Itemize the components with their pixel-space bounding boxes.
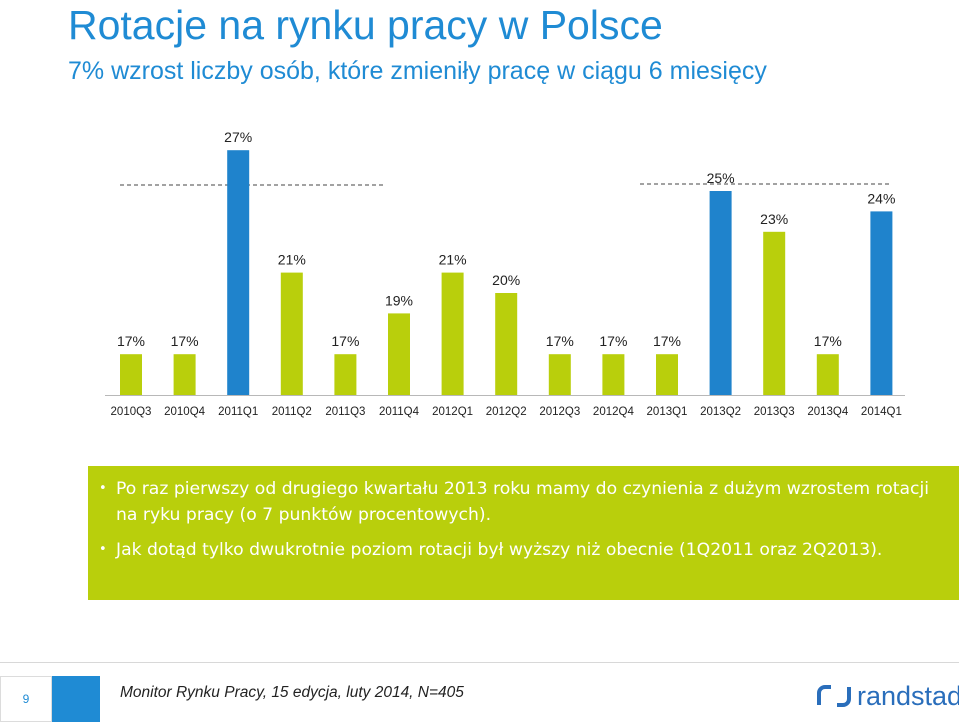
summary-callout: • Po raz pierwszy od drugiego kwartału 20… <box>88 466 959 600</box>
callout-bullet-text: Po raz pierwszy od drugiego kwartału 201… <box>116 479 930 525</box>
value-label-2011Q3: 17% <box>331 333 359 349</box>
value-label-2012Q1: 21% <box>439 252 467 268</box>
category-label-2011Q2: 2011Q2 <box>272 406 312 418</box>
bar-2013Q2 <box>709 191 732 395</box>
value-label-2013Q3: 23% <box>760 211 788 227</box>
value-label-2010Q3: 17% <box>117 333 145 349</box>
value-label-2012Q3: 17% <box>546 333 574 349</box>
callout-bullet: • Po raz pierwszy od drugiego kwartału 20… <box>99 479 930 525</box>
category-label-2010Q4: 2010Q4 <box>164 406 206 418</box>
value-label-2011Q1: 27% <box>224 129 252 145</box>
category-label-2011Q1: 2011Q1 <box>218 406 258 418</box>
category-label-2013Q1: 2013Q1 <box>647 406 688 418</box>
value-label-2011Q2: 21% <box>278 252 306 268</box>
bar-2010Q4 <box>173 354 196 395</box>
footer-accent-strip <box>52 676 100 722</box>
value-label-2013Q4: 17% <box>814 333 842 349</box>
value-label-2013Q2: 25% <box>707 170 735 186</box>
value-label-2010Q4: 17% <box>171 333 199 349</box>
randstad-logo: randstad <box>817 676 959 716</box>
category-label-2012Q1: 2012Q1 <box>432 406 473 418</box>
category-label-2010Q3: 2010Q3 <box>111 406 152 418</box>
bar-chart: 17% 17% 27% 21% 17% 19% 21% 20% 17% 17% 17% 25% 23% 1… <box>105 129 905 418</box>
callout-bullet-text: Jak dotąd tylko dwukrotnie poziom rotacj… <box>116 540 883 560</box>
footer-divider <box>0 662 959 663</box>
bar-2011Q1 <box>227 150 250 395</box>
category-label-2013Q2: 2013Q2 <box>700 406 741 418</box>
bar-2013Q3 <box>763 231 786 395</box>
randstad-logo-icon <box>817 685 851 707</box>
value-label-2014Q1: 24% <box>867 190 895 206</box>
bar-2012Q2 <box>495 293 518 395</box>
bar-2013Q4 <box>816 354 839 395</box>
value-label-2011Q4: 19% <box>385 292 413 308</box>
bar-2011Q2 <box>280 272 303 395</box>
category-label-2012Q3: 2012Q3 <box>539 406 580 418</box>
value-label-2013Q1: 17% <box>653 333 681 349</box>
value-label-2012Q2: 20% <box>492 272 520 288</box>
source-note: Monitor Rynku Pracy, 15 edycja, luty 201… <box>120 684 464 701</box>
bar-2014Q1 <box>870 211 893 395</box>
category-label-2012Q2: 2012Q2 <box>486 406 527 418</box>
category-label-2011Q4: 2011Q4 <box>379 406 420 418</box>
category-label-2014Q1: 2014Q1 <box>861 406 902 418</box>
callout-bullet: • Jak dotąd tylko dwukrotnie poziom rotac… <box>99 540 883 560</box>
value-label-2012Q4: 17% <box>599 333 627 349</box>
page-number: 9 <box>0 676 52 722</box>
bar-2011Q4 <box>388 313 410 395</box>
category-label-2013Q3: 2013Q3 <box>754 406 795 418</box>
category-label-2013Q4: 2013Q4 <box>807 406 849 418</box>
bar-2012Q4 <box>602 354 625 395</box>
slide-title: Rotacje na rynku pracy w Polsce <box>68 2 663 48</box>
bar-2012Q3 <box>548 354 571 395</box>
category-label-2011Q3: 2011Q3 <box>325 406 365 418</box>
bar-2012Q1 <box>441 272 464 395</box>
logo-text: randstad <box>857 680 959 711</box>
bar-2010Q3 <box>120 354 142 395</box>
slide-subtitle: 7% wzrost liczby osób, które zmieniły pr… <box>68 57 767 85</box>
bar-2011Q3 <box>334 354 357 395</box>
category-label-2012Q4: 2012Q4 <box>593 406 635 418</box>
bar-2013Q1 <box>656 354 678 395</box>
